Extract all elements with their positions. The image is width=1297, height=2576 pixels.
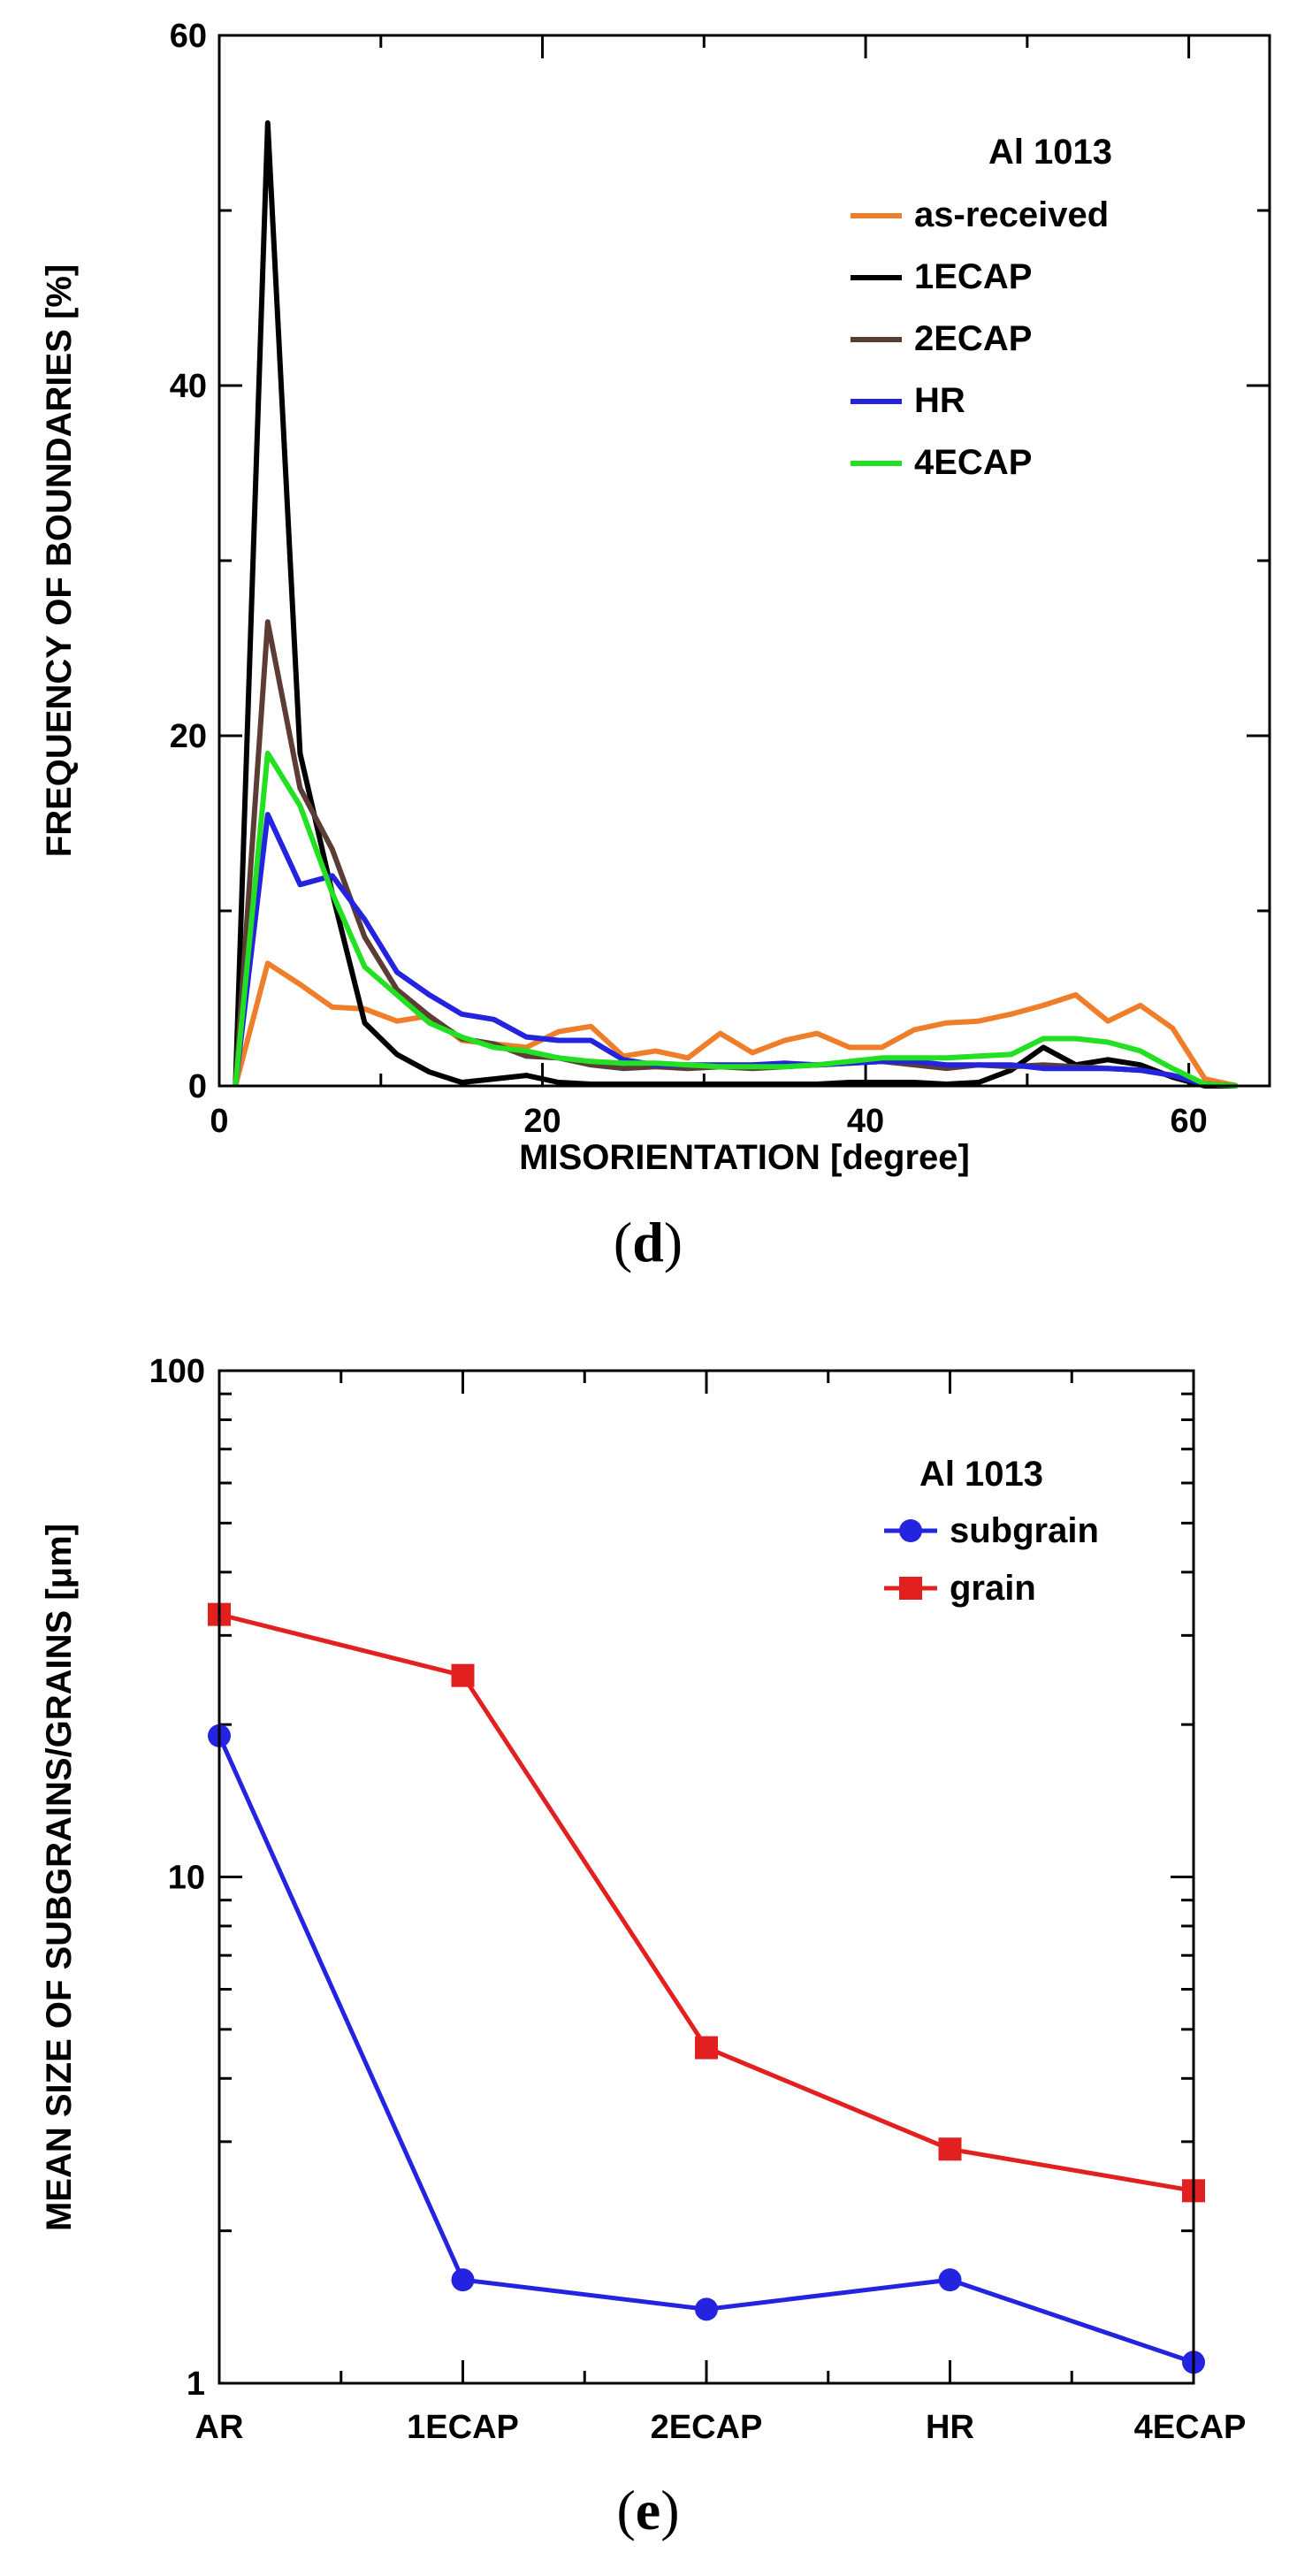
point-grain <box>451 1663 475 1687</box>
y-tick-label: 40 <box>170 368 207 405</box>
x-tick-label: 40 <box>847 1103 884 1140</box>
point-subgrain <box>695 2297 718 2321</box>
legend-label: as-received <box>914 195 1109 234</box>
point-subgrain <box>938 2268 962 2292</box>
legend-label: subgrain <box>950 1511 1099 1550</box>
legend-title: Al 1013 <box>988 133 1112 172</box>
x-tick-label: 60 <box>1170 1103 1207 1140</box>
panel-label-e: (e) <box>616 2479 679 2542</box>
chart-e-tick-labels: AR 1ECAP 2ECAP HR 4ECAP 1 10 100 <box>149 1353 1247 2446</box>
chart-d-ticks <box>217 34 1270 1088</box>
y-tick-label: 100 <box>149 1353 205 1390</box>
series-line-as-received <box>233 960 1239 1089</box>
series-line-grain <box>218 1612 1194 2193</box>
y-tick-label: 0 <box>188 1068 207 1105</box>
point-grain <box>695 2036 718 2060</box>
chart-d-tick-labels: 0 20 40 60 0 20 40 60 <box>170 18 1208 1140</box>
legend-label: 1ECAP <box>914 257 1032 296</box>
point-grain <box>938 2137 962 2161</box>
y-tick-label: 1 <box>187 2366 205 2403</box>
x-category-label: 4ECAP <box>1134 2409 1247 2446</box>
x-category-label: HR <box>926 2409 974 2446</box>
point-subgrain <box>451 2268 475 2292</box>
panel-label-d: (d) <box>614 1211 683 1273</box>
chart-d-ylabel: FREQUENCY OF BOUNDARIES [%] <box>40 264 79 857</box>
chart-d-series-group <box>233 120 1239 1089</box>
legend-title: Al 1013 <box>919 1455 1043 1494</box>
y-tick-label: 10 <box>168 1860 205 1897</box>
x-category-label: 1ECAP <box>407 2409 519 2446</box>
legend-label: 4ECAP <box>914 443 1032 482</box>
series-line-1ecap <box>233 120 1238 1089</box>
chart-d-plot-frame <box>217 34 1271 1088</box>
chart-misorientation: 0 20 40 60 0 20 40 60 Al 1013 as-received 1ECAP 2E… <box>40 18 1271 1273</box>
chart-e-ylabel: MEAN SIZE OF SUBGRAINS/GRAINS [μm] <box>40 1524 79 2231</box>
x-category-label: 2ECAP <box>651 2409 763 2446</box>
chart-d-xlabel: MISORIENTATION [degree] <box>519 1138 970 1177</box>
chart-e-plot-frame <box>217 1369 1195 2385</box>
x-category-label: AR <box>195 2409 244 2446</box>
chart-e-legend: Al 1013 subgrain grain <box>884 1455 1099 1608</box>
y-tick-label: 60 <box>170 18 207 55</box>
x-tick-label: 0 <box>210 1103 228 1140</box>
chart-e-series-group <box>208 1602 1205 2374</box>
chart-mean-size: AR 1ECAP 2ECAP HR 4ECAP 1 10 100 Al 1013 subgrai… <box>40 1353 1247 2542</box>
legend-label: grain <box>950 1569 1036 1608</box>
legend-label: 2ECAP <box>914 319 1032 358</box>
legend-marker <box>899 1577 922 1600</box>
legend-marker <box>899 1519 922 1542</box>
y-tick-label: 20 <box>170 718 207 755</box>
chart-d-legend: Al 1013 as-received 1ECAP 2ECAP HR 4ECAP <box>851 133 1112 482</box>
legend-label: HR <box>914 381 965 420</box>
series-line-4ecap <box>233 750 1238 1089</box>
x-tick-label: 20 <box>523 1103 561 1140</box>
